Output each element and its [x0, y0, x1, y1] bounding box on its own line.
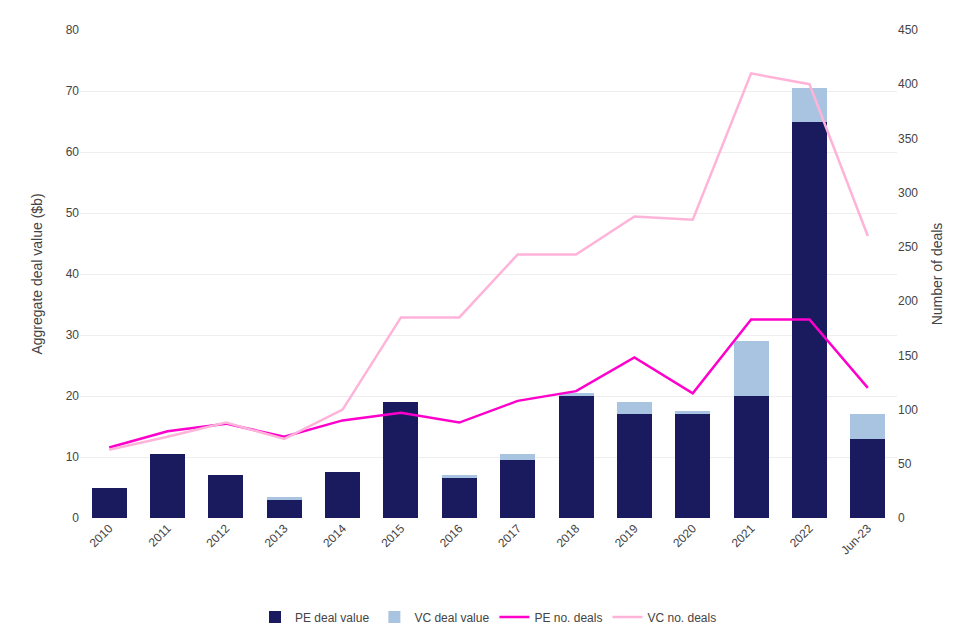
svg-text:2017: 2017 [495, 521, 524, 550]
svg-text:80: 80 [66, 23, 80, 37]
svg-text:2022: 2022 [787, 521, 816, 550]
svg-text:2014: 2014 [320, 521, 349, 550]
svg-text:2010: 2010 [87, 521, 116, 550]
svg-text:150: 150 [898, 349, 918, 363]
svg-text:PE no. deals: PE no. deals [534, 611, 602, 625]
svg-text:350: 350 [898, 132, 918, 146]
svg-text:2021: 2021 [729, 521, 758, 550]
svg-text:50: 50 [898, 457, 912, 471]
svg-text:300: 300 [898, 186, 918, 200]
svg-text:70: 70 [66, 84, 80, 98]
svg-text:250: 250 [898, 240, 918, 254]
svg-text:VC no. deals: VC no. deals [647, 611, 716, 625]
svg-text:VC deal value: VC deal value [414, 611, 489, 625]
svg-text:Jun-23: Jun-23 [838, 521, 874, 557]
svg-text:60: 60 [66, 145, 80, 159]
svg-text:0: 0 [72, 511, 79, 525]
svg-text:Aggregate deal value ($b): Aggregate deal value ($b) [29, 193, 45, 354]
svg-text:200: 200 [898, 294, 918, 308]
svg-text:2015: 2015 [379, 521, 408, 550]
svg-text:Number of deals: Number of deals [929, 223, 945, 326]
svg-text:400: 400 [898, 77, 918, 91]
svg-text:2018: 2018 [554, 521, 583, 550]
svg-text:2011: 2011 [146, 521, 174, 549]
svg-text:2012: 2012 [203, 521, 232, 550]
svg-text:40: 40 [66, 267, 80, 281]
svg-text:0: 0 [898, 511, 905, 525]
svg-text:30: 30 [66, 328, 80, 342]
svg-text:450: 450 [898, 23, 918, 37]
svg-text:2019: 2019 [612, 521, 641, 550]
svg-text:100: 100 [898, 403, 918, 417]
svg-text:50: 50 [66, 206, 80, 220]
svg-text:2016: 2016 [437, 521, 466, 550]
svg-text:2013: 2013 [262, 521, 291, 550]
svg-text:2020: 2020 [670, 521, 699, 550]
svg-text:PE deal value: PE deal value [295, 611, 369, 625]
svg-text:20: 20 [66, 389, 80, 403]
svg-text:10: 10 [66, 450, 80, 464]
